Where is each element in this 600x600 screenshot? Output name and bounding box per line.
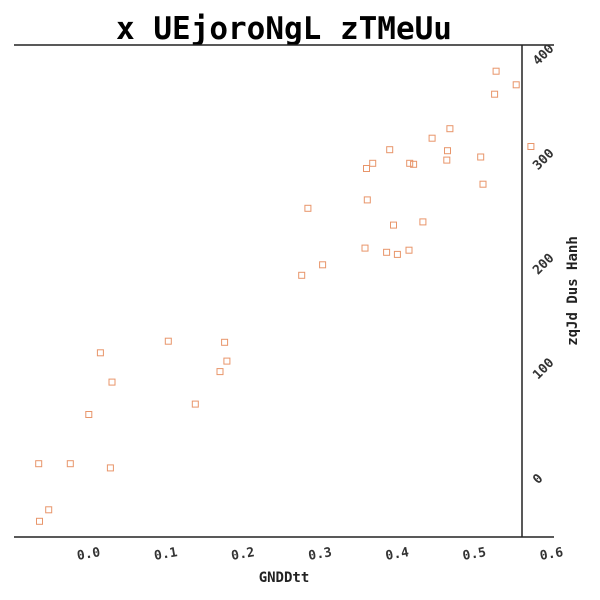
y-tick-label: 300 [530,146,557,173]
data-point [304,204,312,212]
data-points [35,67,535,525]
data-point [383,248,391,256]
data-point [164,337,172,345]
y-tick-label: 0 [530,471,546,487]
data-point [363,165,370,172]
data-point [298,271,306,279]
data-point [85,411,93,418]
data-point [386,146,394,154]
data-point [369,159,377,167]
y-tick-label: 100 [530,355,557,382]
data-point [36,517,43,525]
data-point [216,368,224,376]
data-point [361,244,369,252]
data-point [221,338,229,346]
data-point [390,221,397,229]
data-point [405,246,413,254]
x-tick-label: 0.1 [153,545,179,564]
data-point [527,143,535,150]
data-point [444,147,451,155]
data-point [106,464,114,472]
x-tick-label: 0.5 [462,545,488,564]
plot-frame [14,44,554,538]
x-tick-labels: 0.0 0.1 0.2 0.3 0.4 0.5 0.6 [76,545,565,564]
data-point [96,349,104,357]
data-point [191,400,199,408]
data-point [491,90,499,98]
data-point [363,196,371,204]
data-point [406,159,414,167]
x-tick-label: 0.0 [76,545,102,564]
chart-title: x UEjoroNgL zTMeUu [116,11,452,47]
data-point [319,261,327,269]
data-point [512,81,520,89]
data-point [45,506,53,514]
data-point [419,218,427,226]
y-tick-label: 200 [530,251,557,278]
data-point [446,125,454,133]
data-point [108,378,116,386]
data-point [492,67,500,75]
data-point [428,134,436,142]
data-point [393,250,401,258]
data-point [66,460,74,468]
x-tick-label: 0.4 [384,545,410,564]
data-point [410,160,418,168]
x-tick-label: 0.3 [307,545,333,564]
data-point [477,153,485,161]
y-axis-label: zqJd Dus Hanh [565,236,581,346]
x-tick-label: 0.6 [539,545,565,564]
data-point [479,180,487,188]
data-point [223,357,231,365]
x-axis-label: GNDDtt [259,570,310,586]
x-tick-label: 0.2 [230,545,256,564]
data-point [443,156,451,164]
data-point [35,460,43,468]
